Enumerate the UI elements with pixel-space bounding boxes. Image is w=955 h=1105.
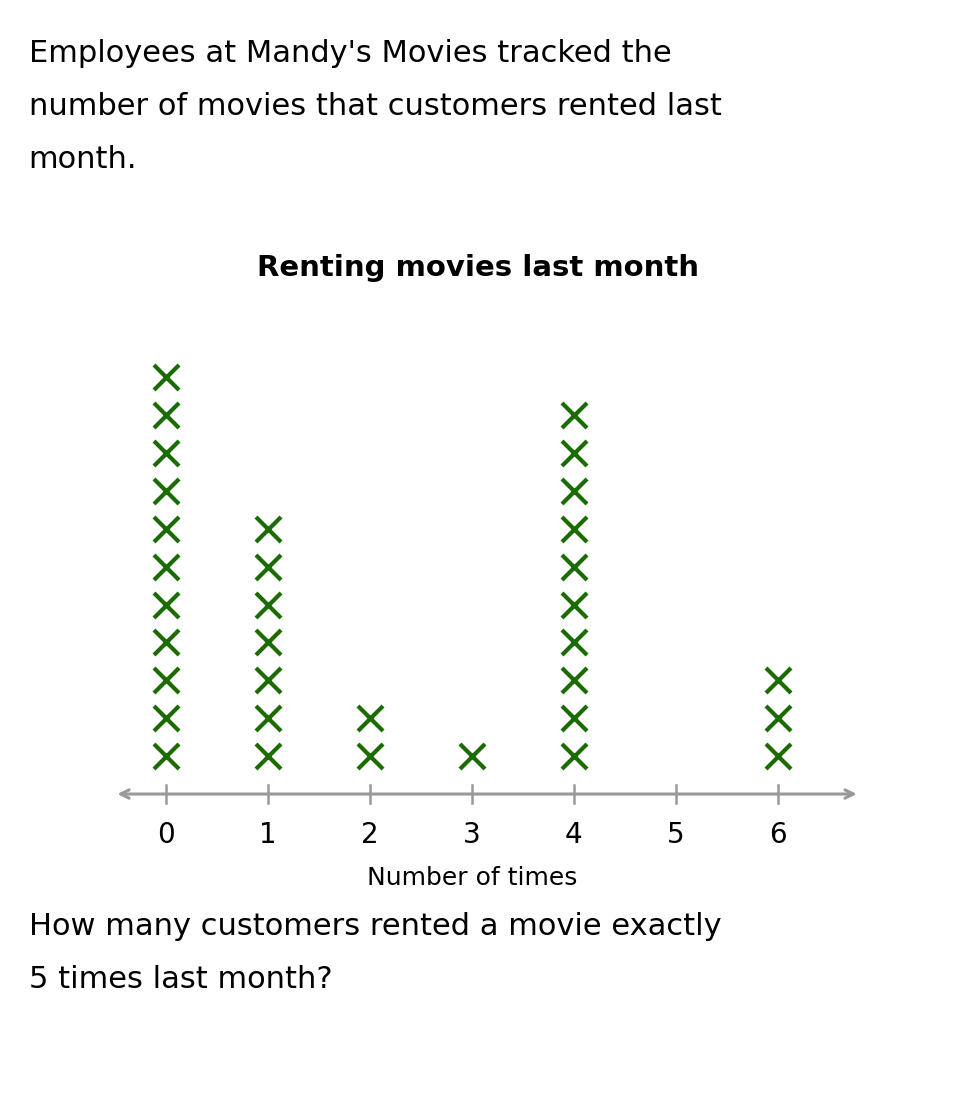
Text: Renting movies last month: Renting movies last month	[257, 254, 698, 282]
Text: Employees at Mandy's Movies tracked the: Employees at Mandy's Movies tracked the	[29, 39, 671, 67]
Text: month.: month.	[29, 145, 138, 173]
Text: 0: 0	[157, 821, 175, 849]
Text: 5 times last month?: 5 times last month?	[29, 965, 332, 993]
Text: 2: 2	[361, 821, 378, 849]
Text: 6: 6	[769, 821, 787, 849]
Text: 5: 5	[667, 821, 685, 849]
Text: How many customers rented a movie exactly: How many customers rented a movie exactl…	[29, 912, 721, 940]
Text: Number of times: Number of times	[367, 866, 577, 890]
Text: 4: 4	[565, 821, 583, 849]
Text: number of movies that customers rented last: number of movies that customers rented l…	[29, 92, 722, 120]
Text: 1: 1	[259, 821, 277, 849]
Text: 3: 3	[463, 821, 480, 849]
